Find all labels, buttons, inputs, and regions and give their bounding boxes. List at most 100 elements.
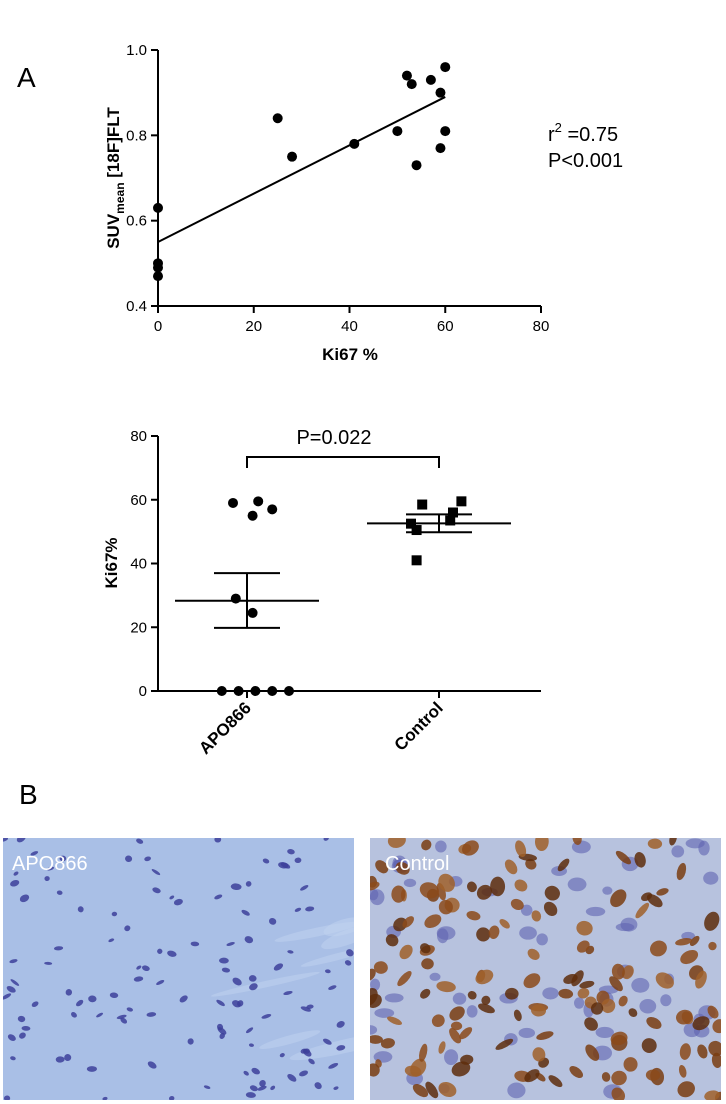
- nucleus-blue: [585, 906, 606, 917]
- nucleus-brown: [523, 973, 541, 989]
- nucleus-brown: [543, 901, 558, 917]
- nucleus-brown: [462, 840, 479, 856]
- nucleus-brown: [387, 838, 406, 848]
- data-point: [440, 62, 451, 73]
- nucleus-blue: [146, 1012, 157, 1017]
- nucleus-brown: [611, 1070, 627, 1086]
- nucleus-blue: [124, 925, 131, 932]
- nucleus-blue: [109, 992, 119, 999]
- nucleus-brown: [635, 902, 650, 919]
- comparison-p-value: P=0.022: [296, 427, 371, 449]
- nucleus-brown: [370, 993, 382, 1008]
- nucleus-brown: [451, 1061, 471, 1077]
- suv-ki67-scatter-chart: 0.4 0.6 0.8 1.0 0 20 40 60 80 Ki67 % SUVmean [1…: [104, 42, 623, 364]
- nucleus-blue: [102, 1096, 108, 1100]
- nucleus-brown: [708, 1040, 721, 1057]
- data-point-apo866: [216, 686, 227, 696]
- nucleus-blue: [287, 849, 295, 855]
- data-point: [435, 87, 446, 98]
- nucleus-blue: [262, 858, 270, 864]
- tissue-fiber: [389, 762, 481, 804]
- nucleus-blue: [403, 878, 417, 888]
- data-point-control: [448, 507, 458, 518]
- nucleus-brown: [708, 941, 717, 951]
- data-point-control: [406, 518, 416, 529]
- nucleus-blue: [595, 1026, 614, 1038]
- nucleus-blue: [214, 838, 222, 843]
- nucleus-blue: [86, 1066, 98, 1072]
- nucleus-blue: [244, 936, 254, 944]
- data-point-apo866: [250, 686, 261, 696]
- nucleus-brown: [524, 1069, 540, 1083]
- nucleus-blue: [344, 960, 352, 966]
- nucleus-blue: [64, 1054, 72, 1062]
- nucleus-blue: [243, 1070, 249, 1076]
- nucleus-blue: [13, 871, 19, 876]
- nucleus-blue: [287, 950, 294, 954]
- nucleus-brown: [585, 1044, 600, 1061]
- nucleus-blue: [507, 1082, 526, 1099]
- nucleus-blue: [141, 965, 150, 971]
- nucleus-brown: [397, 971, 412, 987]
- micrograph-apo866-background: [3, 838, 354, 1100]
- tissue-fiber: [589, 722, 646, 764]
- data-point-apo866: [247, 607, 258, 618]
- nucleus-blue: [300, 1006, 312, 1012]
- data-point-control: [411, 555, 422, 566]
- category-label: APO866: [195, 698, 255, 758]
- nucleus-blue: [108, 938, 115, 943]
- nucleus-blue: [245, 1027, 254, 1034]
- nucleus-blue: [173, 898, 183, 906]
- nucleus-blue: [245, 881, 252, 887]
- tissue-fiber: [651, 658, 691, 685]
- nucleus-blue: [65, 989, 73, 996]
- nucleus-brown: [490, 876, 506, 897]
- nucleus-blue: [53, 946, 64, 951]
- nucleus-brown: [504, 859, 518, 875]
- nucleus-blue: [261, 1014, 272, 1019]
- nucleus-blue: [218, 957, 229, 964]
- nucleus-brown: [449, 1027, 462, 1044]
- nucleus-blue: [518, 1027, 536, 1039]
- nucleus-brown: [601, 1072, 611, 1082]
- nucleus-blue: [346, 949, 354, 957]
- nucleus-brown: [399, 944, 413, 960]
- nucleus-blue: [96, 1012, 104, 1018]
- nucleus-brown: [531, 1004, 547, 1017]
- nucleus-blue: [305, 906, 315, 912]
- nucleus-brown: [610, 889, 627, 908]
- nucleus-brown: [692, 1016, 710, 1031]
- tissue-fiber: [448, 775, 527, 797]
- nucleus-brown: [557, 858, 570, 872]
- nucleus-brown: [385, 934, 399, 947]
- nucleus-brown: [576, 920, 593, 936]
- nucleus-blue: [120, 1017, 128, 1024]
- nucleus-blue: [3, 838, 9, 842]
- nucleus-blue: [190, 941, 200, 947]
- nucleus-brown: [425, 1081, 439, 1099]
- nucleus-brown: [467, 881, 477, 893]
- micrograph-control: Control: [370, 838, 721, 1100]
- nucleus-brown: [646, 1016, 662, 1030]
- nucleus-brown: [450, 1021, 463, 1031]
- nucleus-brown: [532, 1047, 546, 1062]
- nucleus-brown: [695, 970, 707, 989]
- nucleus-blue: [10, 879, 20, 887]
- data-point-control: [417, 499, 428, 510]
- p-value-annotation: P<0.001: [548, 150, 623, 172]
- nucleus-brown: [656, 888, 669, 896]
- data-point: [272, 113, 283, 124]
- tissue-fiber: [594, 691, 687, 744]
- micrograph-apo866: APO866: [3, 658, 691, 1100]
- nucleus-blue: [303, 1048, 310, 1054]
- nucleus-brown: [615, 850, 632, 865]
- nucleus-blue: [567, 877, 587, 892]
- nucleus-brown: [393, 917, 408, 932]
- data-point-apo866: [267, 504, 278, 515]
- nucleus-blue: [336, 1045, 346, 1051]
- nucleus-blue: [270, 1085, 276, 1091]
- nucleus-brown: [689, 935, 700, 947]
- data-point: [435, 143, 446, 154]
- nucleus-blue: [322, 1038, 332, 1045]
- nucleus-brown: [420, 988, 431, 999]
